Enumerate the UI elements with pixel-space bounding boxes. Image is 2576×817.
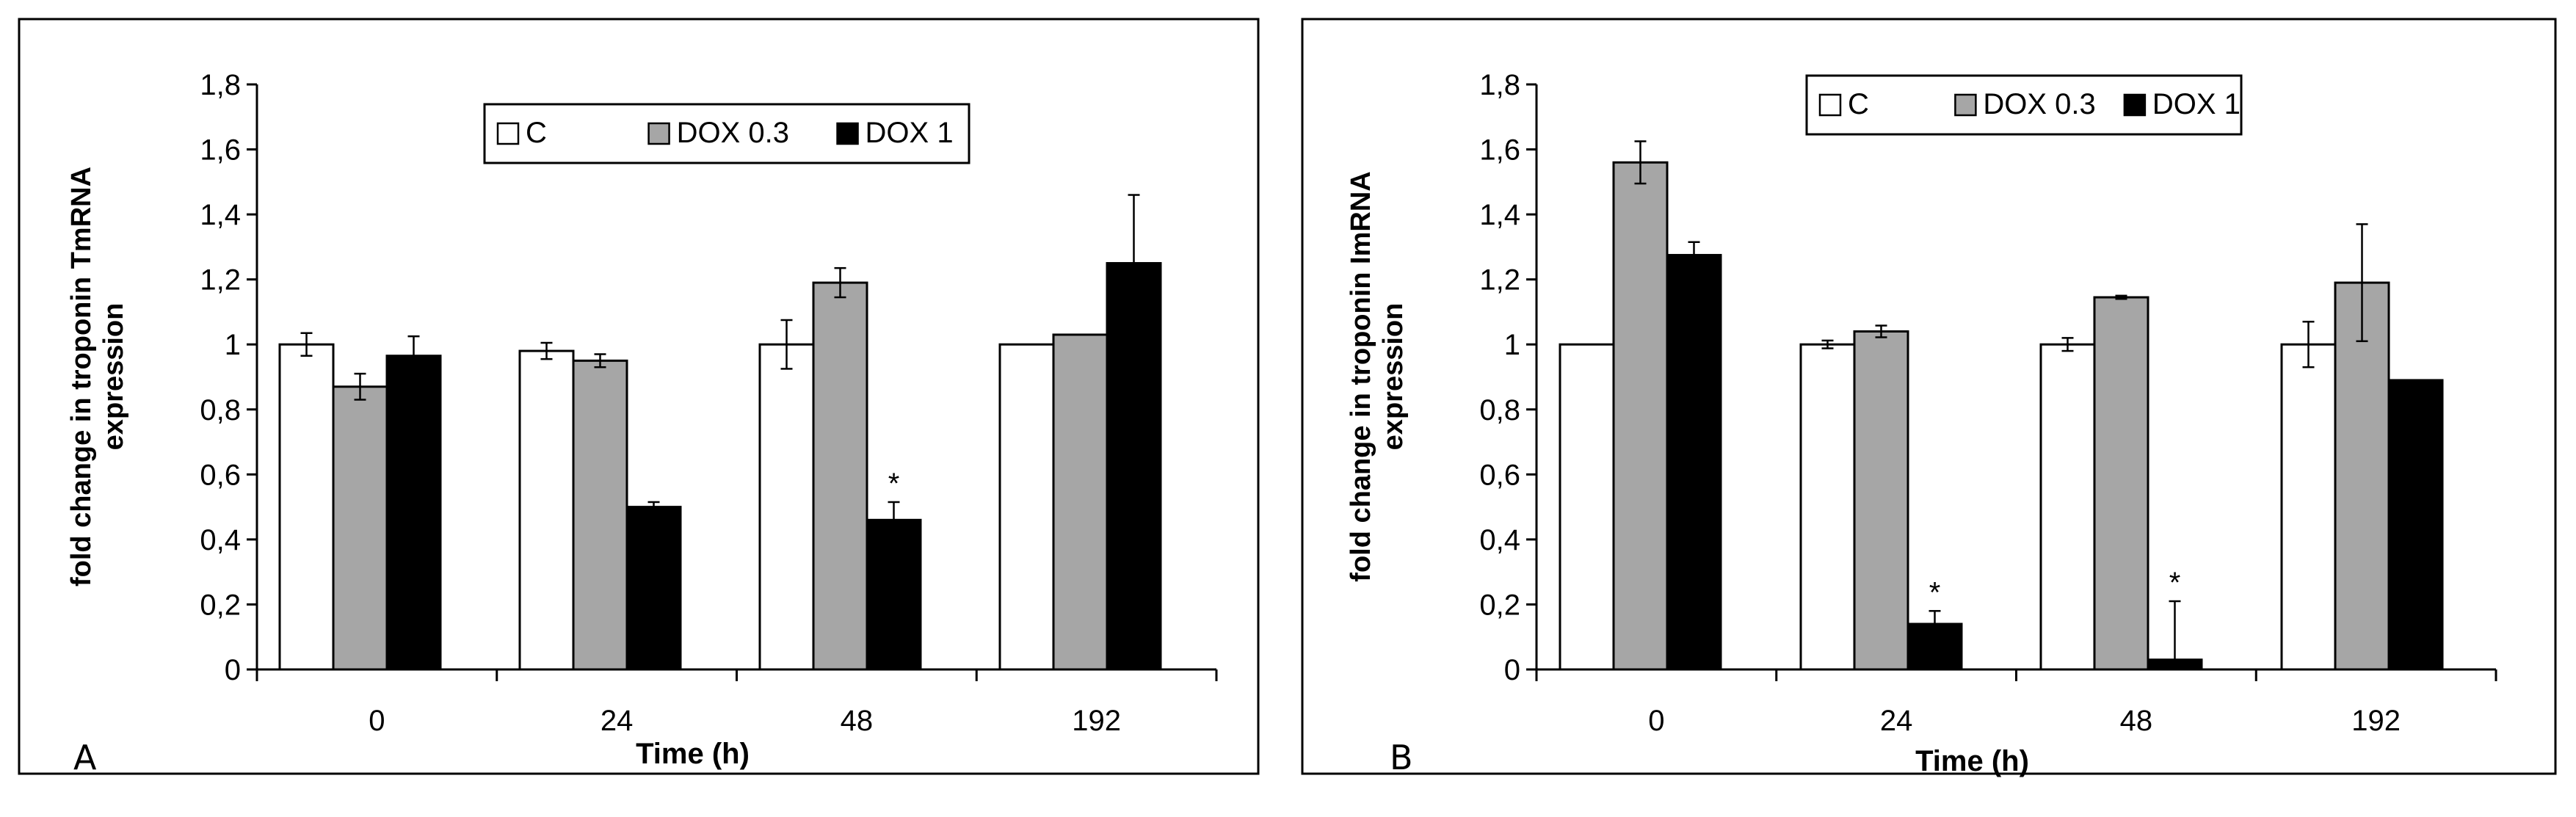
- bar-c-192: [2280, 343, 2337, 671]
- y-tick-label: 0: [225, 654, 241, 686]
- legend-label: DOX 0.3: [1983, 88, 2095, 120]
- y-tick-label: 1: [1504, 329, 1520, 361]
- x-tick-label: 0: [369, 705, 385, 737]
- bar-dox-1-192: [2387, 379, 2444, 671]
- bar-c-48: [758, 343, 815, 671]
- panel-frame: [1301, 18, 2557, 775]
- bar-c-0: [1559, 343, 1615, 671]
- y-tick-label: 1,2: [200, 264, 241, 297]
- y-tick-label: 0,6: [1479, 459, 1520, 491]
- legend: C DOX 0.3 DOX 1: [483, 103, 970, 164]
- y-axis-title-line1: fold change in troponin TmRNA: [66, 167, 97, 587]
- bar-dox-0-3-192: [1052, 333, 1109, 671]
- bar-dox-0-3-0: [1612, 161, 1669, 671]
- significance-star: *: [1929, 576, 1941, 609]
- panel-frame: [18, 18, 1260, 775]
- bar-c-24: [518, 349, 575, 671]
- y-tick-label: 1,6: [1479, 134, 1520, 167]
- x-tick-label: 24: [1880, 705, 1913, 737]
- legend-swatch: [496, 122, 520, 145]
- bar-dox-1-24: [625, 506, 682, 671]
- significance-star: *: [2169, 567, 2181, 599]
- bar-c-192: [998, 343, 1055, 671]
- y-tick-label: 1: [225, 329, 241, 361]
- bar-dox-1-48: [866, 518, 922, 671]
- y-tick-label: 0,2: [200, 589, 241, 621]
- x-tick-label: 192: [1072, 705, 1121, 737]
- legend-swatch: [1954, 93, 1977, 117]
- panel-letter: B: [1390, 738, 1413, 777]
- bar-dox-0-3-24: [1853, 330, 1909, 671]
- y-tick-label: 0,4: [200, 524, 241, 556]
- y-tick-label: 1,8: [1479, 69, 1520, 101]
- panel-letter: A: [73, 738, 97, 777]
- legend-label: DOX 1: [2152, 88, 2241, 120]
- legend: C DOX 0.3 DOX 1: [1805, 74, 2243, 136]
- y-tick-label: 0,8: [1479, 394, 1520, 426]
- y-tick-label: 0: [1504, 654, 1520, 686]
- y-tick-label: 0,2: [1479, 589, 1520, 621]
- y-tick-label: 0,6: [200, 459, 241, 491]
- legend-swatch: [836, 122, 859, 145]
- x-axis-title: Time (h): [1915, 745, 2029, 777]
- bar-dox-0-3-0: [332, 385, 388, 671]
- x-axis-title: Time (h): [636, 738, 750, 770]
- x-tick-label: 48: [2120, 705, 2153, 737]
- legend-box: [483, 103, 970, 164]
- y-axis-title-line1: fold change in troponin ImRNA: [1346, 171, 1376, 581]
- y-tick-label: 0,8: [200, 394, 241, 426]
- chart-panel-a: 0 0,2 0,4 0,6 0,8 1 1,2 1,4 1,6 1,8 0 24 48 192 * C DOX …: [18, 18, 1260, 777]
- legend-box: [1805, 74, 2243, 136]
- x-tick-label: 192: [2351, 705, 2401, 737]
- y-tick-label: 1,4: [200, 199, 241, 231]
- legend-label: DOX 1: [866, 117, 954, 149]
- y-tick-label: 1,4: [1479, 199, 1520, 231]
- bar-dox-0-3-24: [572, 359, 628, 671]
- y-tick-label: 0,4: [1479, 524, 1520, 556]
- y-axis-title-line2: expression: [1378, 303, 1409, 451]
- y-tick-label: 1,2: [1479, 264, 1520, 297]
- bar-dox-0-3-48: [2093, 296, 2149, 671]
- bar-dox-1-0: [1666, 253, 1722, 671]
- legend-label: C: [526, 117, 547, 149]
- y-tick-label: 1,8: [200, 69, 241, 101]
- legend-label: C: [1848, 88, 1869, 120]
- chart-panel-b: 0 0,2 0,4 0,6 0,8 1 1,2 1,4 1,6 1,8 0 24 48 192 * * C DOX…: [1301, 18, 2557, 777]
- y-axis-title: fold change in troponin ImRNAexpression: [1346, 171, 1409, 581]
- x-tick-label: 0: [1648, 705, 1664, 737]
- legend-swatch: [1818, 93, 1842, 117]
- significance-star: *: [888, 468, 900, 500]
- x-tick-label: 24: [601, 705, 634, 737]
- bar-c-0: [278, 343, 335, 671]
- bar-dox-1-24: [1906, 622, 1963, 671]
- bar-c-48: [2039, 343, 2096, 671]
- y-tick-label: 1,6: [200, 134, 241, 167]
- x-tick-label: 48: [841, 705, 874, 737]
- bar-dox-1-0: [385, 355, 442, 671]
- legend-swatch: [2123, 93, 2147, 117]
- y-axis-title: fold change in troponin TmRNAexpression: [66, 167, 129, 587]
- bar-c-24: [1799, 343, 1856, 671]
- legend-label: DOX 0.3: [677, 117, 789, 149]
- y-axis-title-line2: expression: [98, 303, 129, 451]
- bar-dox-0-3-48: [812, 281, 868, 671]
- legend-swatch: [647, 122, 670, 145]
